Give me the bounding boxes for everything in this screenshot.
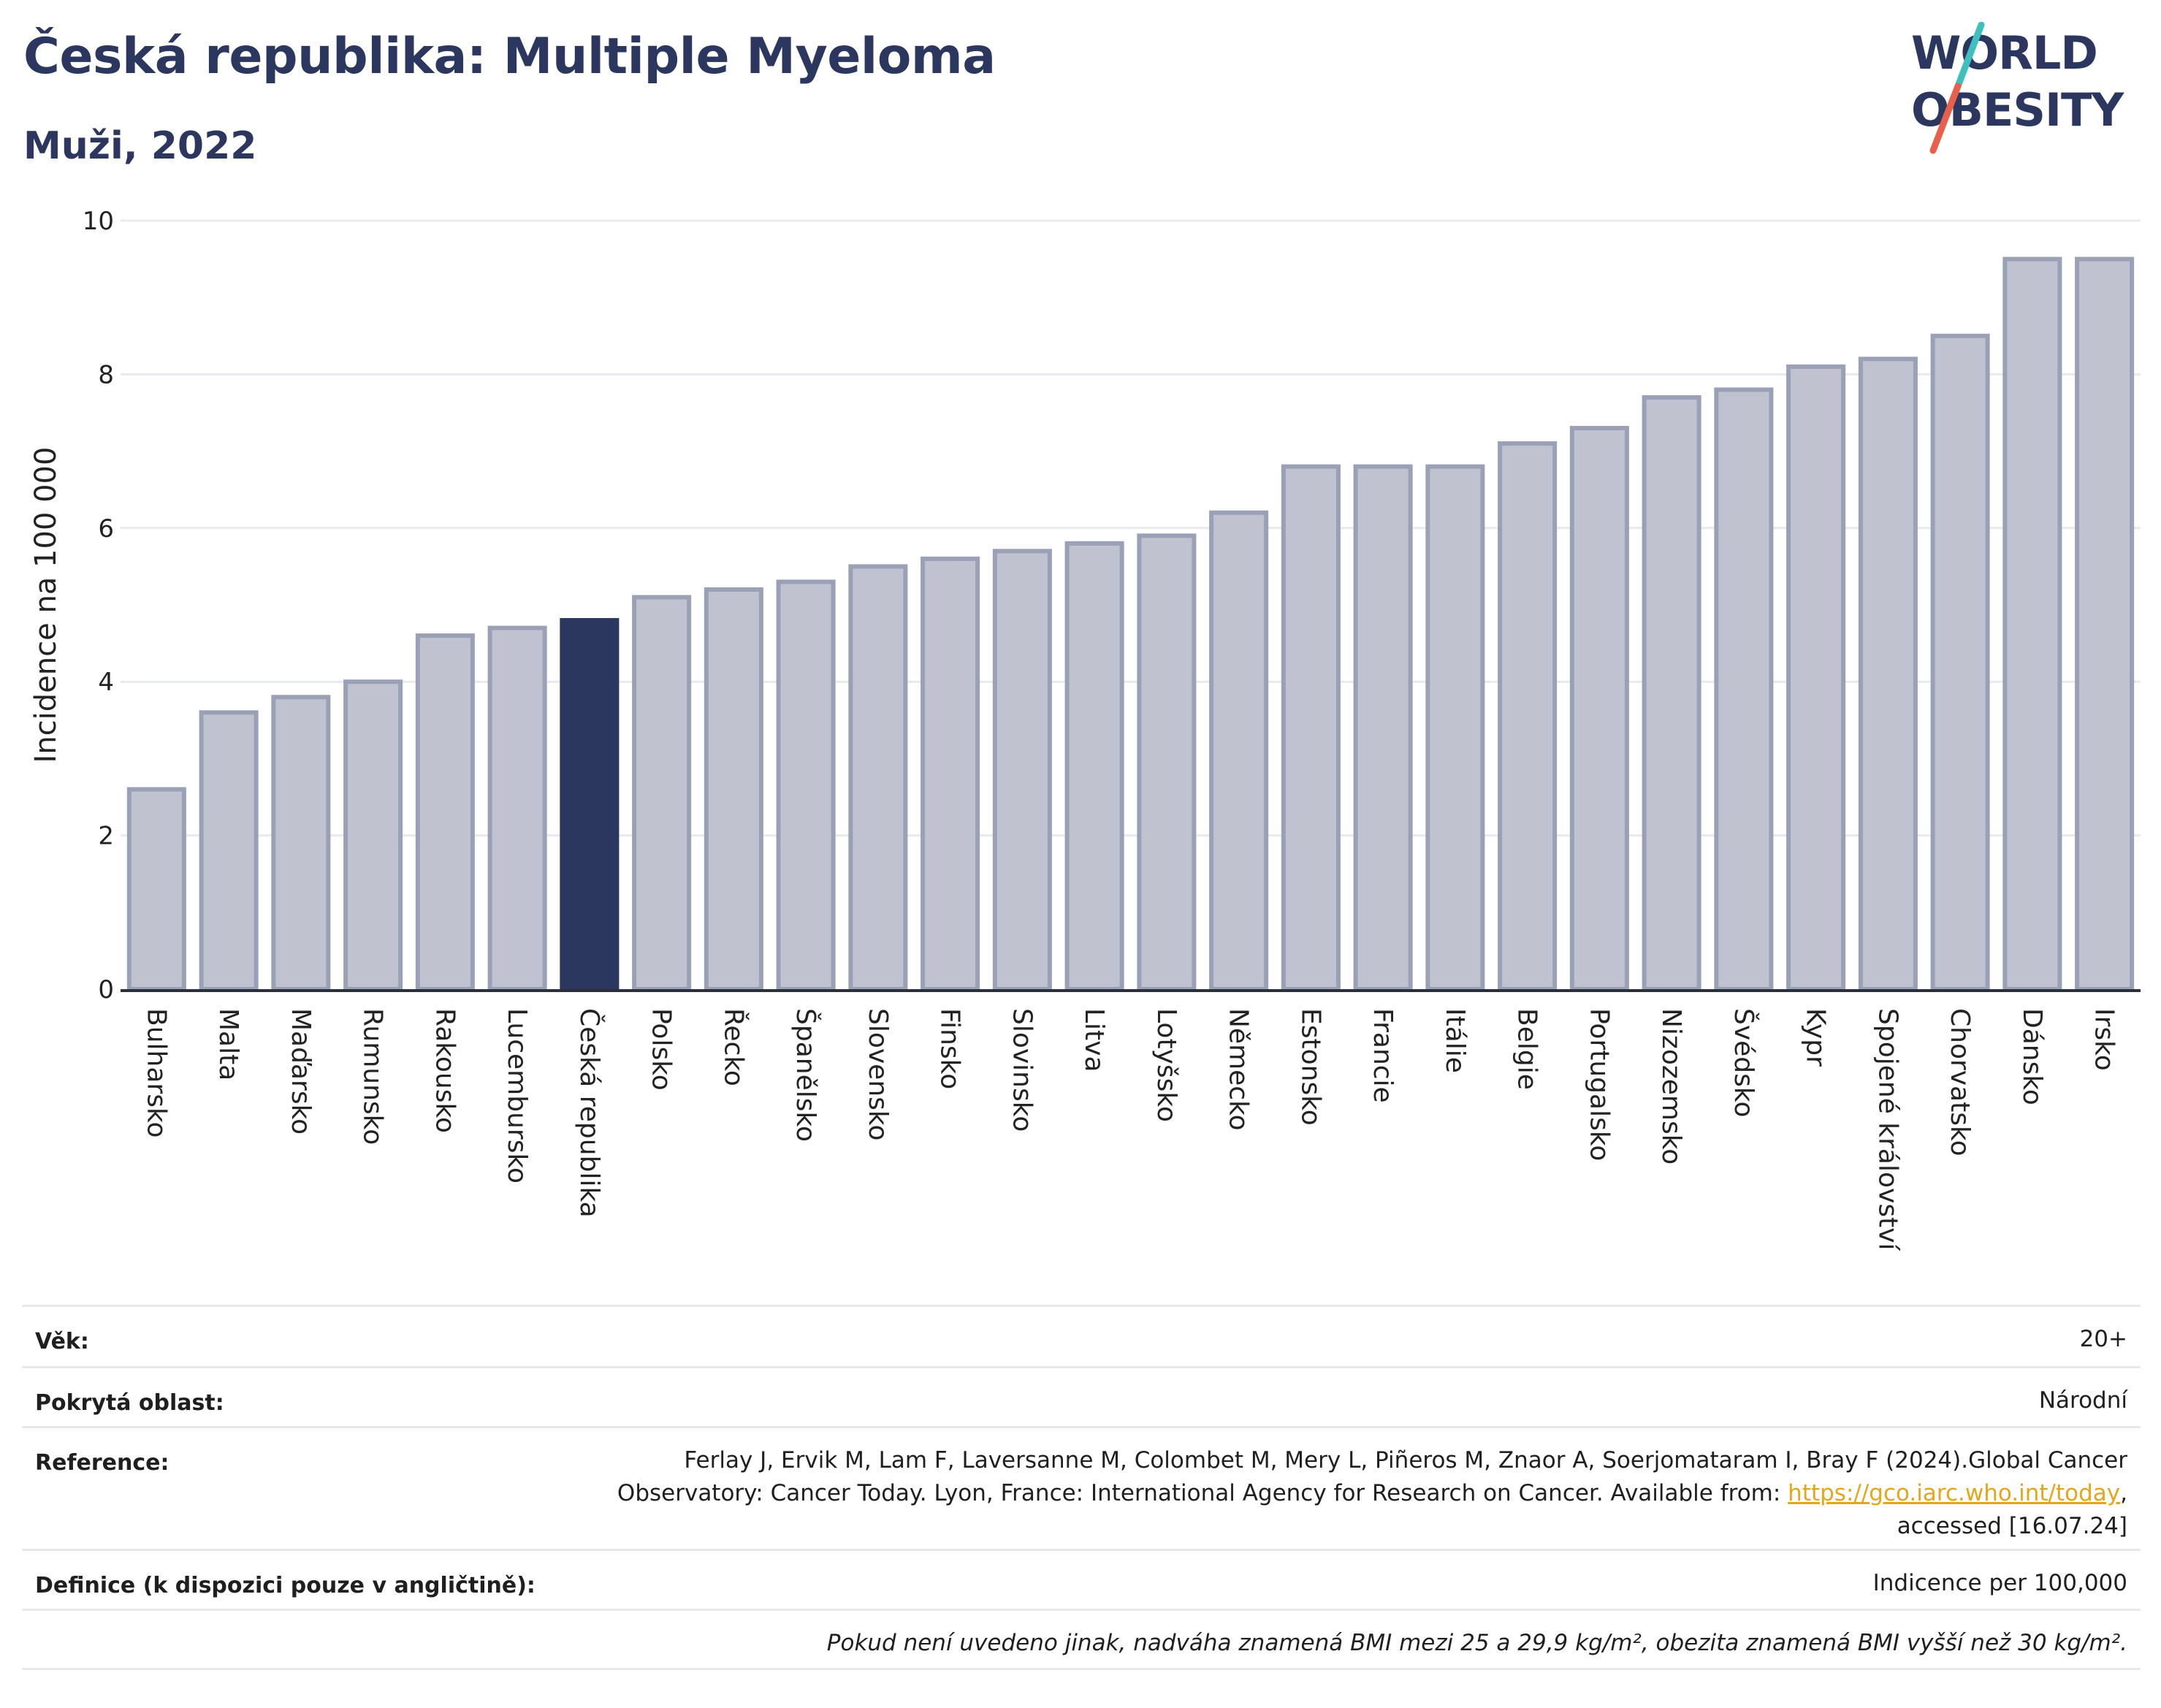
x-tick-label: Dánsko <box>2017 1008 2047 1105</box>
info-row-age: Věk: 20+ <box>22 1305 2141 1366</box>
x-tick-label: Spojené království <box>1872 1008 1902 1251</box>
y-tick-label: 4 <box>98 668 114 697</box>
x-tick-label: Řecko <box>718 1008 749 1086</box>
y-tick-label: 10 <box>83 207 114 236</box>
info-row-area: Pokrytá oblast: Národní <box>22 1366 2141 1426</box>
bar <box>271 695 331 991</box>
x-axis-labels: Bulharsko Malta Maďarsko Rumunsko Rakousko Lu… <box>141 1008 2119 1251</box>
x-tick-label: Rakousko <box>430 1008 460 1133</box>
reference-text-1: Ferlay J, Ervik M, Lam F, Laversanne M, … <box>684 1447 2127 1473</box>
x-tick-label: Rumunsko <box>358 1008 388 1145</box>
age-value: 20+ <box>2079 1326 2127 1352</box>
x-tick-label: Bulharsko <box>141 1008 171 1138</box>
x-tick-label: Polsko <box>647 1008 676 1091</box>
x-tick-label: Irsko <box>2089 1008 2119 1071</box>
y-tick-label: 8 <box>98 360 114 389</box>
bar <box>704 587 763 991</box>
y-tick-label: 2 <box>98 822 114 851</box>
y-tick-label: 0 <box>98 975 114 1004</box>
bar <box>921 556 980 991</box>
bar <box>487 625 547 991</box>
x-tick-label: Slovinsko <box>1007 1008 1037 1132</box>
x-tick-label: Německo <box>1224 1008 1254 1131</box>
bar <box>1786 364 1846 991</box>
y-axis-label: Incidence na 100 000 <box>29 447 63 763</box>
definition-value: Indicence per 100,000 <box>1872 1570 2127 1596</box>
bar <box>1858 357 1918 991</box>
bar <box>776 579 836 991</box>
bar <box>199 710 259 992</box>
info-row-reference: Reference: Ferlay J, Ervik M, Lam F, Lav… <box>22 1426 2141 1549</box>
x-tick-label: Litva <box>1079 1008 1109 1072</box>
area-label: Pokrytá oblast: <box>35 1390 224 1416</box>
x-tick-label: Francie <box>1368 1008 1398 1103</box>
reference-text-2: Observatory: Cancer Today. Lyon, France:… <box>617 1480 1788 1506</box>
bar <box>1714 387 1774 991</box>
x-tick-label: Nizozemsko <box>1656 1008 1686 1164</box>
x-tick-label: Španělsko <box>790 1008 821 1142</box>
definition-label: Definice (k dispozici pouze v angličtině… <box>35 1573 536 1598</box>
bar <box>1498 441 1558 991</box>
bar <box>415 633 475 992</box>
info-row-note: Pokud není uvedeno jinak, nadváha znamen… <box>22 1609 2141 1670</box>
bar <box>1425 464 1485 991</box>
x-tick-label: Kypr <box>1801 1008 1831 1067</box>
x-tick-label: Švédsko <box>1729 1008 1759 1118</box>
x-tick-label: Maďarsko <box>286 1008 316 1135</box>
reference-label: Reference: <box>35 1450 169 1476</box>
bar <box>126 787 186 991</box>
bar <box>848 564 908 991</box>
bar <box>343 679 403 991</box>
reference-text-3: , <box>2120 1480 2127 1506</box>
x-tick-label: Belgie <box>1512 1008 1542 1090</box>
x-tick-label: Lotyšsko <box>1151 1008 1181 1122</box>
logo-slash-bottom <box>1929 83 1962 154</box>
bar <box>1137 533 1197 991</box>
bar <box>1064 541 1124 991</box>
bar <box>2075 256 2135 992</box>
y-tick-label: 6 <box>98 514 114 544</box>
x-tick-label: Malta <box>213 1008 243 1080</box>
info-table: Věk: 20+ Pokrytá oblast: Národní Referen… <box>22 1305 2141 1670</box>
info-row-definition: Definice (k dispozici pouze v angličtině… <box>22 1549 2141 1609</box>
x-tick-label: Portugalsko <box>1584 1008 1614 1161</box>
x-tick-label: Finsko <box>935 1008 965 1089</box>
logo-slash-top <box>1954 22 1985 90</box>
bar <box>1569 426 1629 991</box>
bar <box>1209 510 1269 991</box>
bars <box>126 256 2135 992</box>
bar-chart: 0 2 4 6 8 10 Bulharsko Malta Maďarsko Rumunsko Ra… <box>29 207 2141 1251</box>
reference-text-4: accessed [16.07.24] <box>1897 1513 2127 1539</box>
page-subtitle: Muži, 2022 <box>23 124 257 168</box>
bar <box>2002 256 2062 992</box>
bar <box>1353 464 1413 991</box>
reference-value: Ferlay J, Ervik M, Lam F, Laversanne M, … <box>617 1428 2127 1543</box>
x-tick-label: Itálie <box>1440 1008 1470 1073</box>
reference-link[interactable]: https://gco.iarc.who.int/today <box>1788 1480 2121 1506</box>
y-axis-ticks: 0 2 4 6 8 10 <box>83 207 114 1004</box>
page-title: Česká republika: Multiple Myeloma <box>23 28 996 85</box>
world-obesity-logo: WORLD OBESITY <box>1911 22 2125 154</box>
bar <box>632 595 692 991</box>
bar <box>1642 394 1701 991</box>
bar <box>1281 464 1341 991</box>
bar <box>992 549 1052 991</box>
bar-highlight <box>560 618 620 991</box>
x-tick-label: Estonsko <box>1295 1008 1325 1126</box>
bar <box>1930 333 1990 991</box>
x-tick-label: Chorvatsko <box>1945 1008 1975 1156</box>
footnote: Pokud není uvedeno jinak, nadváha znamen… <box>826 1630 2127 1656</box>
x-tick-label: Slovensko <box>863 1008 893 1141</box>
area-value: Národní <box>2038 1387 2127 1414</box>
x-tick-label: Lucembursko <box>502 1008 532 1183</box>
logo-line-world: WORLD <box>1911 26 2097 80</box>
age-label: Věk: <box>35 1329 89 1354</box>
x-tick-label: Česká republika <box>574 1008 605 1218</box>
